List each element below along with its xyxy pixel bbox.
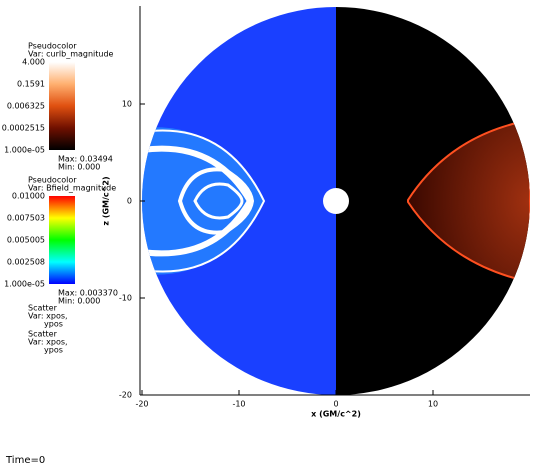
legend-var: ypos xyxy=(44,320,63,329)
legend-var: ypos xyxy=(44,346,63,355)
colorbar-label: 4.000 xyxy=(22,58,45,67)
x-tick-label: 0 xyxy=(333,400,338,409)
legend-var: Var: Bfield_magnitude xyxy=(28,184,116,193)
colorbar-label: 1.000e-05 xyxy=(4,146,45,155)
legend-max: Max: 0.03494 xyxy=(58,155,113,164)
legend-var: Var: curlb_magnitude xyxy=(28,50,114,59)
legend-min: Min: 0.000 xyxy=(58,163,100,172)
x-tick-label: -20 xyxy=(135,400,148,409)
legend-title: Pseudocolor xyxy=(28,42,77,51)
colorbar-label: 0.005005 xyxy=(7,236,45,245)
colorbar-label: 1.000e-05 xyxy=(4,280,45,289)
colorbar-label: 0.007503 xyxy=(7,214,45,223)
x-tick-label: 10 xyxy=(428,400,438,409)
x-label: x (GM/c^2) xyxy=(311,410,361,419)
colorbar-label: 0.006325 xyxy=(7,102,45,111)
colorbar xyxy=(49,196,75,284)
x-tick-label: -10 xyxy=(232,400,245,409)
colorbar-label: 0.01000 xyxy=(12,192,45,201)
legend-var: Var: xpos, xyxy=(28,312,68,321)
time-label: Time=0 xyxy=(5,455,45,466)
legend-title: Pseudocolor xyxy=(28,176,77,185)
legend-var: Var: xpos, xyxy=(28,338,68,347)
legend-title: Scatter xyxy=(28,330,58,339)
legend-min: Min: 0.000 xyxy=(58,297,100,306)
y-tick-label: 10 xyxy=(122,100,132,109)
legend-title: Scatter xyxy=(28,304,58,313)
colorbar-label: 0.0002515 xyxy=(2,124,45,133)
y-tick-label: -10 xyxy=(119,294,132,303)
horizon xyxy=(323,188,349,214)
y-tick-label: 0 xyxy=(127,197,132,206)
colorbar xyxy=(49,62,75,150)
colorbar-label: 0.1591 xyxy=(17,80,45,89)
legend-max: Max: 0.003370 xyxy=(58,289,118,298)
y-tick-label: -20 xyxy=(119,391,132,400)
colorbar-label: 0.002508 xyxy=(7,258,45,267)
y-label: z (GM/c^2) xyxy=(102,176,111,225)
